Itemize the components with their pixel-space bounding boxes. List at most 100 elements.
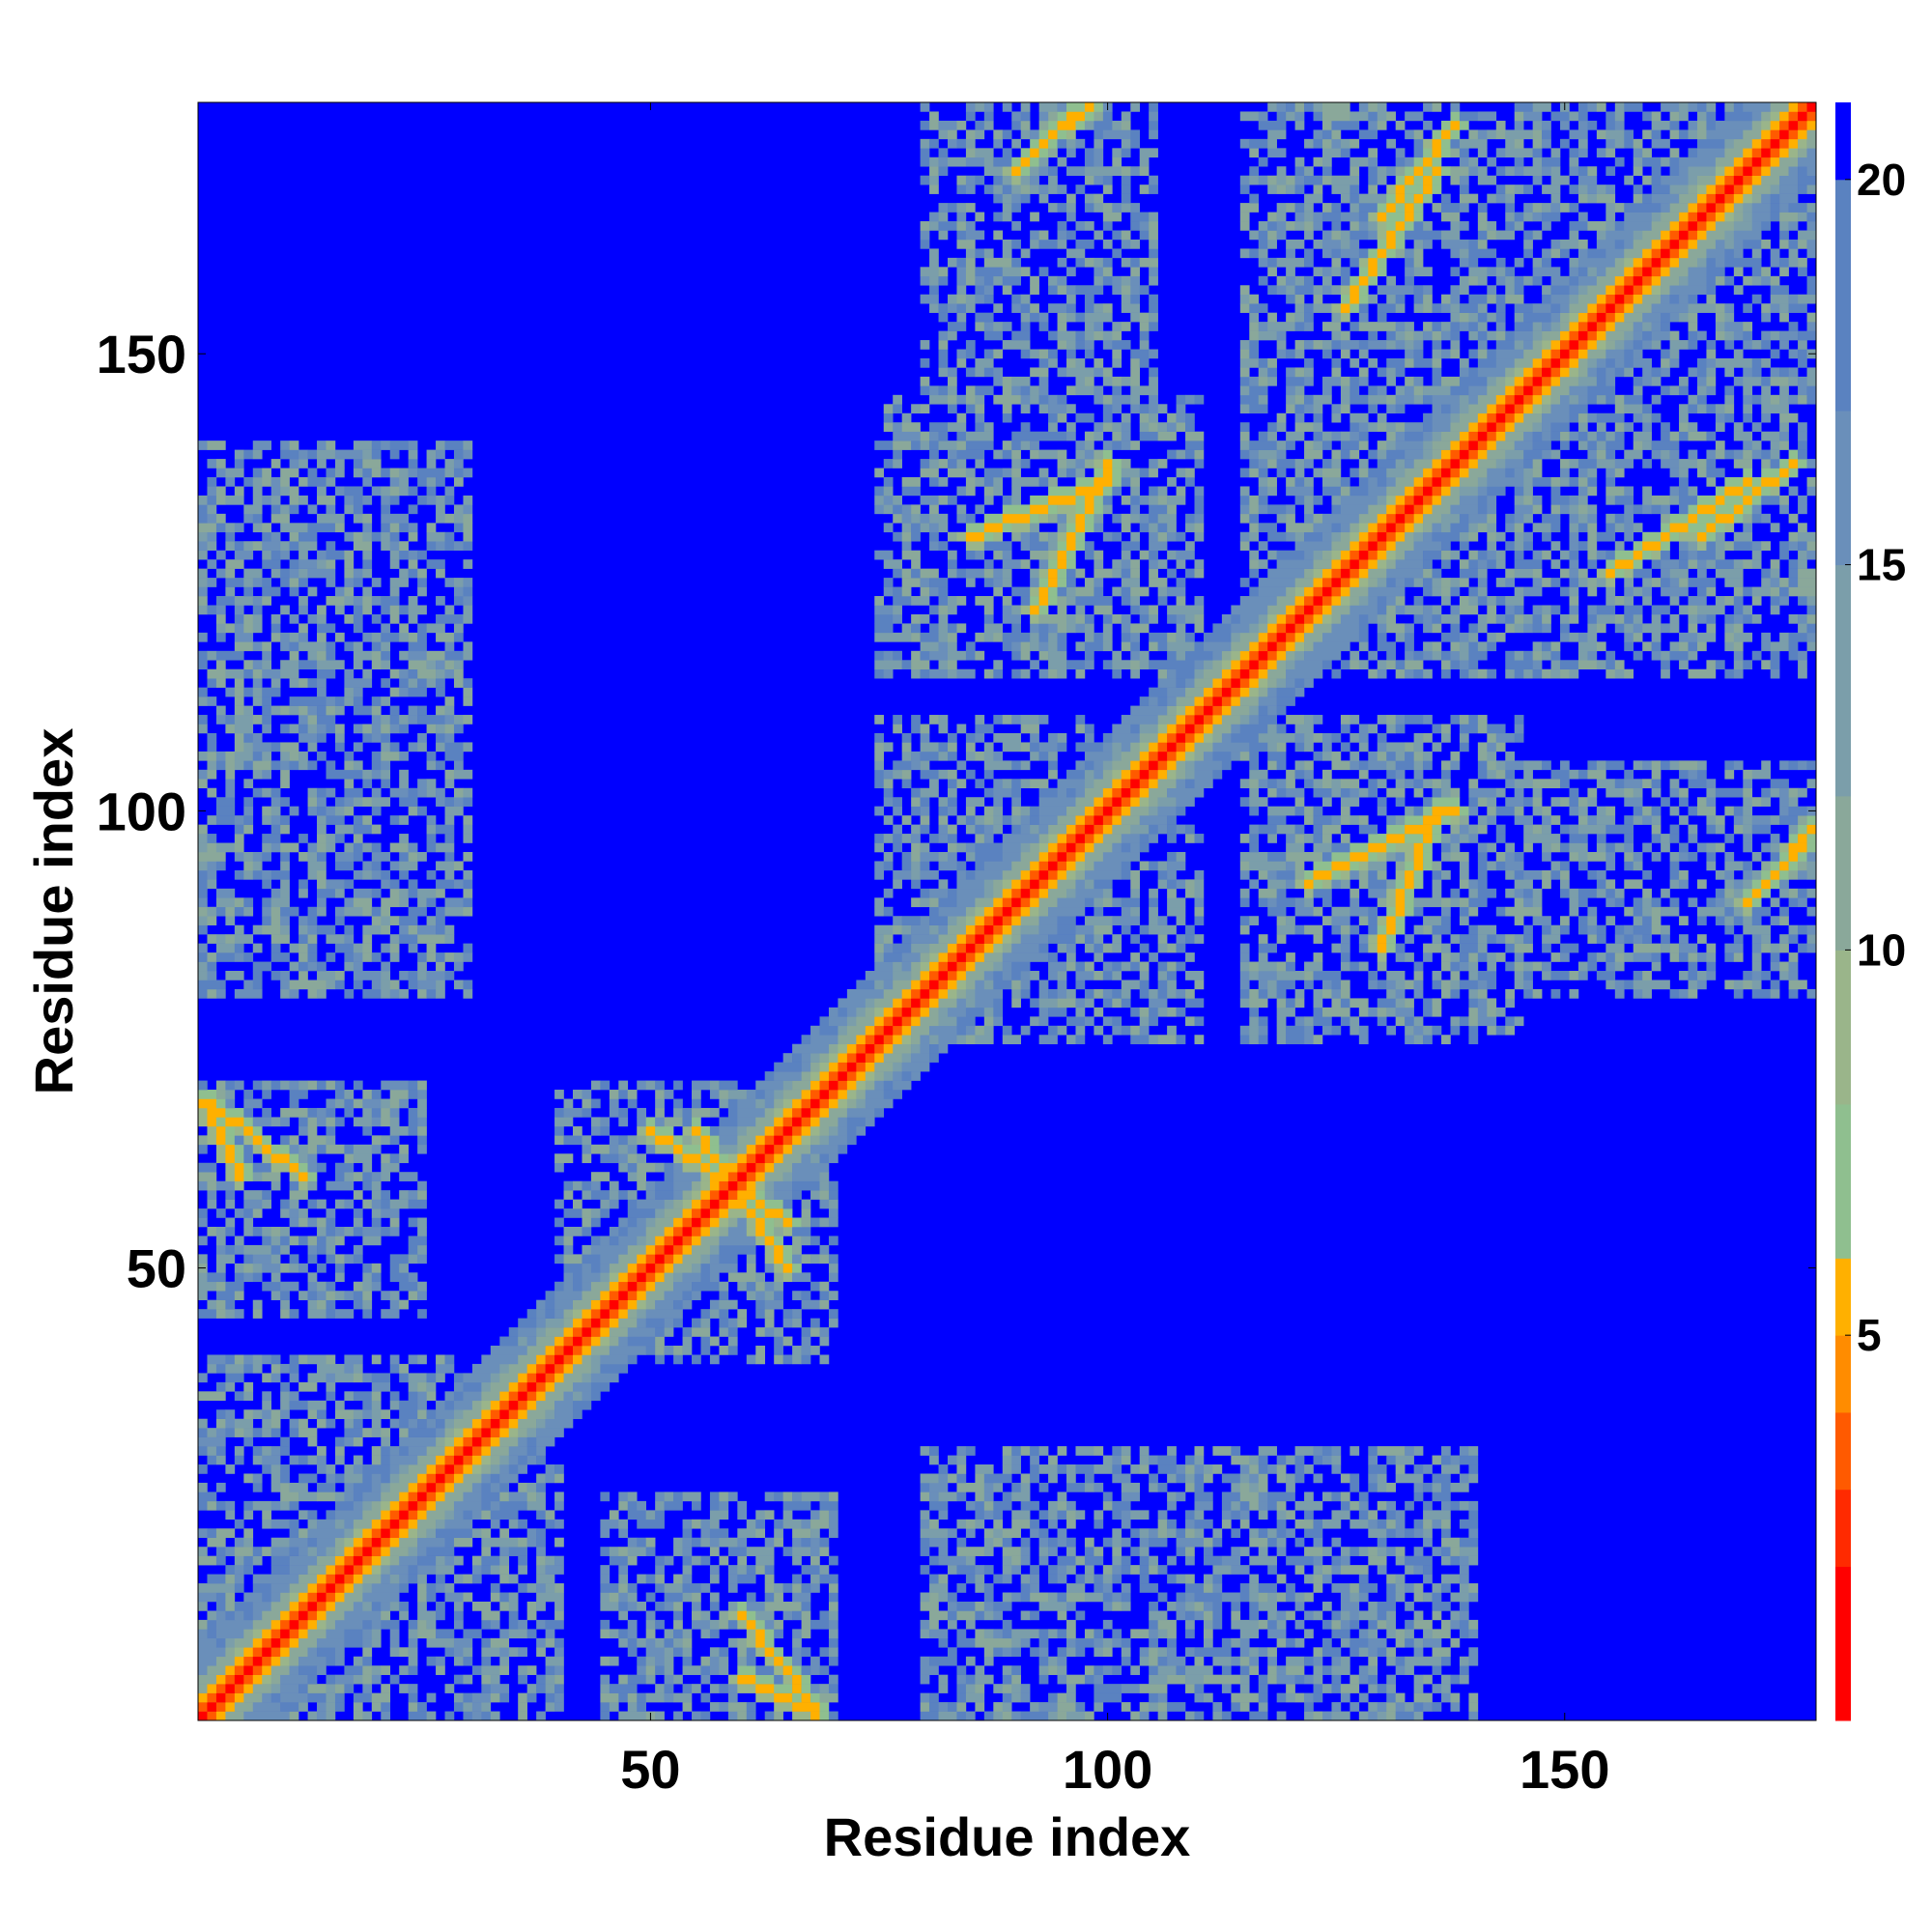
heatmap-cell bbox=[243, 851, 254, 862]
heatmap-cell bbox=[1495, 906, 1506, 917]
heatmap-cell bbox=[627, 1208, 656, 1218]
heatmap-cell bbox=[417, 1080, 427, 1091]
heatmap-cell bbox=[1167, 824, 1177, 835]
heatmap-cell bbox=[1102, 897, 1113, 908]
heatmap-cell bbox=[399, 834, 409, 843]
heatmap-cell bbox=[1605, 943, 1625, 953]
heatmap-cell bbox=[408, 842, 418, 853]
heatmap-cell bbox=[801, 1208, 811, 1218]
heatmap-cell bbox=[563, 1226, 582, 1236]
heatmap-cell bbox=[270, 971, 281, 980]
heatmap-cell bbox=[1221, 1555, 1241, 1566]
heatmap-cell bbox=[893, 1080, 912, 1091]
heatmap-cell bbox=[234, 1135, 244, 1146]
heatmap-cell bbox=[956, 1025, 967, 1036]
heatmap-cell bbox=[243, 1135, 254, 1146]
heatmap-cell bbox=[243, 1381, 254, 1392]
heatmap-cell bbox=[1121, 1537, 1131, 1548]
heatmap-cell bbox=[207, 879, 217, 890]
heatmap-cell bbox=[317, 1144, 327, 1154]
heatmap-cell bbox=[252, 1473, 263, 1484]
heatmap-cell bbox=[1304, 1547, 1323, 1556]
heatmap-cell bbox=[1459, 834, 1469, 843]
heatmap-cell bbox=[1331, 1665, 1350, 1675]
heatmap-cell bbox=[920, 1492, 930, 1502]
heatmap-cell bbox=[682, 1336, 693, 1347]
heatmap-cell bbox=[874, 1071, 885, 1081]
heatmap-cell bbox=[1121, 1565, 1131, 1575]
heatmap-cell bbox=[1459, 1500, 1469, 1511]
heatmap-cell bbox=[1258, 1583, 1277, 1593]
heatmap-cell bbox=[1761, 861, 1771, 871]
heatmap-cell bbox=[1542, 851, 1551, 862]
heatmap-cell bbox=[499, 1500, 527, 1511]
heatmap-cell bbox=[381, 1199, 391, 1209]
heatmap-cell bbox=[262, 1674, 271, 1685]
heatmap-cell bbox=[1423, 851, 1433, 862]
heatmap-cell bbox=[1011, 1684, 1021, 1693]
heatmap-cell bbox=[774, 1153, 783, 1164]
heatmap-cell bbox=[1212, 1583, 1223, 1593]
heatmap-cell bbox=[362, 1291, 373, 1300]
heatmap-cell bbox=[655, 1107, 665, 1118]
heatmap-cell bbox=[655, 1180, 674, 1191]
heatmap-cell bbox=[1030, 1464, 1039, 1474]
heatmap-cell bbox=[920, 1528, 949, 1539]
heatmap-cell bbox=[471, 1428, 482, 1437]
heatmap-cell bbox=[1149, 1610, 1168, 1621]
heatmap-cell bbox=[554, 1363, 564, 1374]
heatmap-cell bbox=[1139, 1647, 1150, 1658]
heatmap-cell bbox=[526, 1336, 537, 1347]
heatmap-cell bbox=[1057, 1555, 1076, 1566]
heatmap-cell bbox=[1340, 1592, 1350, 1603]
heatmap-cell bbox=[819, 1574, 838, 1584]
heatmap-cell bbox=[1121, 980, 1141, 990]
heatmap-cell bbox=[344, 1291, 355, 1300]
heatmap-cell bbox=[1505, 851, 1516, 862]
heatmap-cell bbox=[727, 1692, 738, 1703]
heatmap-cell bbox=[198, 824, 208, 835]
heatmap-cell bbox=[810, 1519, 830, 1529]
heatmap-cell bbox=[828, 1629, 838, 1639]
heatmap-cell bbox=[1321, 1446, 1332, 1456]
heatmap-cell bbox=[1057, 897, 1086, 908]
heatmap-cell bbox=[1276, 824, 1295, 835]
heatmap-cell bbox=[1377, 998, 1396, 1009]
heatmap-cell bbox=[828, 1583, 838, 1593]
heatmap-cell bbox=[901, 1016, 912, 1027]
heatmap-cell bbox=[1514, 943, 1533, 953]
heatmap-cell bbox=[234, 824, 244, 835]
heatmap-cell bbox=[1779, 934, 1789, 944]
heatmap-cell bbox=[389, 916, 400, 925]
heatmap-cell bbox=[664, 1244, 674, 1255]
heatmap-cell bbox=[215, 1418, 226, 1429]
heatmap-cell bbox=[600, 1528, 611, 1539]
heatmap-cell bbox=[673, 1172, 701, 1181]
heatmap-cell bbox=[471, 1418, 482, 1429]
heatmap-cell bbox=[1550, 971, 1570, 980]
heatmap-cell bbox=[536, 1391, 546, 1402]
heatmap-cell bbox=[983, 1711, 994, 1721]
heatmap-cell bbox=[563, 1208, 582, 1218]
heatmap-cell bbox=[326, 879, 345, 890]
heatmap-cell bbox=[215, 1309, 226, 1319]
heatmap-cell bbox=[554, 1492, 564, 1502]
heatmap-cell bbox=[673, 1080, 683, 1091]
heatmap-cell bbox=[399, 1144, 409, 1154]
heatmap-cell bbox=[655, 1510, 665, 1520]
heatmap-cell bbox=[856, 1098, 867, 1109]
heatmap-cell bbox=[1432, 998, 1442, 1009]
heatmap-cell bbox=[828, 1098, 838, 1109]
heatmap-cell bbox=[225, 1647, 236, 1658]
heatmap-cell bbox=[518, 1711, 527, 1721]
heatmap-cell bbox=[700, 1555, 711, 1566]
heatmap-cell bbox=[1313, 1684, 1323, 1693]
heatmap-cell bbox=[1176, 1601, 1186, 1611]
heatmap-cell bbox=[865, 1025, 875, 1036]
heatmap-cell bbox=[1011, 988, 1021, 999]
heatmap-cell bbox=[270, 1162, 290, 1173]
heatmap-cell bbox=[719, 1500, 729, 1511]
heatmap-cell bbox=[627, 1629, 638, 1639]
heatmap-cell bbox=[1413, 1647, 1424, 1658]
heatmap-cell bbox=[399, 1263, 409, 1273]
